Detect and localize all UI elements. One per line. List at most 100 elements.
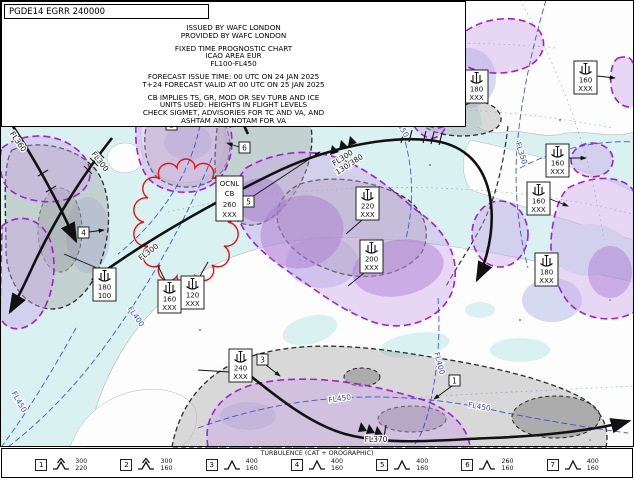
valid-time-line: T+24 FORECAST VALID AT 00 UTC ON 25 JAN … — [142, 79, 325, 89]
legend-base-level: 160 — [501, 465, 514, 472]
legend-top-level: 400 — [245, 458, 258, 465]
legend-base-level: 160 — [416, 465, 429, 472]
icing-area-east — [550, 177, 634, 320]
svg-text:160: 160 — [579, 77, 592, 85]
svg-text:180: 180 — [470, 86, 483, 94]
svg-text:XXX: XXX — [162, 304, 177, 312]
chart-header: PGDE14 EGRR 240000 ISSUED BY WAFC LONDON… — [1, 1, 466, 127]
turbulence-marker-5: 5 — [242, 195, 255, 208]
turbulence-marker-6: 6 — [238, 141, 251, 154]
severe-turbulence-icon — [53, 458, 70, 470]
svg-text:XXX: XXX — [222, 211, 237, 219]
svg-text:260: 260 — [223, 201, 236, 209]
svg-text:180: 180 — [98, 284, 111, 292]
svg-text:XXX: XXX — [360, 211, 375, 219]
chart-info-text: ISSUED BY WAFC LONDON PROVIDED BY WAFC L… — [2, 24, 465, 125]
legend-item-number: 6 — [461, 459, 474, 471]
check-note-line1: CHECK SIGMET, ADVISORIES FOR TC AND VA, … — [142, 108, 325, 118]
issue-time-line: FORECAST ISSUE TIME: 00 UTC ON 24 JAN 20… — [147, 71, 320, 81]
jet-label: FL370 — [365, 435, 388, 444]
legend-item-number: 5 — [376, 459, 389, 471]
issued-by-line: ISSUED BY WAFC LONDON — [186, 23, 281, 32]
legend-item-number: 7 — [546, 459, 559, 471]
jet-stream-main — [91, 137, 493, 283]
svg-text:OCNL: OCNL — [220, 180, 240, 188]
legend-top-level: 300 — [160, 458, 173, 465]
legend-top-level: 260 — [501, 458, 514, 465]
jet-stream-south — [242, 368, 632, 443]
legend-top-level: 400 — [586, 458, 599, 465]
turbulence-area-5-east — [276, 178, 427, 278]
jet-stream-fl360 — [4, 115, 78, 244]
chart-name-line: FIXED TIME PROGNOSTIC CHART — [174, 43, 293, 53]
svg-text:XXX: XXX — [550, 168, 565, 176]
legend-base-level: 160 — [586, 465, 599, 472]
turbulence-marker-3: 3 — [256, 353, 269, 366]
legend-top-level: 300 — [75, 458, 88, 465]
icing-area-south — [206, 378, 471, 448]
turbulence-core — [511, 395, 601, 439]
svg-text:XXX: XXX — [233, 373, 248, 381]
cb-note-line: CB IMPLIES TS, GR, MOD OR SEV TURB AND I… — [147, 92, 320, 102]
land-ireland — [106, 142, 144, 174]
svg-text:3: 3 — [260, 356, 265, 365]
moderate-turbulence-icon — [308, 459, 325, 470]
legend-item-5: 5 400 160 — [376, 458, 428, 472]
svg-text:XXX: XXX — [539, 277, 554, 285]
svg-text:160: 160 — [163, 296, 176, 304]
icing-area-central — [233, 151, 457, 327]
units-note-line: UNITS USED: HEIGHTS IN FLIGHT LEVELS — [159, 100, 308, 110]
svg-text:XXX: XXX — [185, 300, 200, 308]
area-line: ICAO AREA EUR — [205, 51, 262, 61]
legend-item-3: 3 400 160 — [205, 458, 258, 472]
turbulence-area-bottom — [171, 345, 608, 448]
svg-text:180: 180 — [540, 269, 553, 277]
svg-text:XXX: XXX — [469, 94, 484, 102]
moderate-turbulence-icon — [394, 459, 411, 470]
moderate-turbulence-icon — [564, 459, 581, 470]
legend-item-number: 2 — [120, 459, 133, 471]
cb-info-box: OCNL CB 260 XXX — [215, 175, 244, 222]
levels-line: FL100-FL450 — [210, 59, 257, 69]
legend-title: TURBULENCE (CAT + OROGRAPHIC) — [260, 450, 374, 457]
svg-text:1: 1 — [452, 377, 457, 386]
legend-item-number: 1 — [35, 459, 48, 471]
svg-text:240: 240 — [234, 365, 247, 373]
legend-item-2: 2 300 160 — [120, 458, 173, 472]
legend-item-number: 3 — [205, 459, 218, 471]
legend-item-7: 7 400 160 — [546, 458, 599, 472]
svg-text:5: 5 — [246, 198, 251, 207]
svg-text:160: 160 — [532, 198, 545, 206]
turbulence-marker-1: 1 — [448, 374, 461, 387]
svg-text:XXX: XXX — [531, 206, 546, 214]
legend-base-level: 220 — [75, 465, 88, 472]
legend-item-1: 1 300 220 — [35, 458, 87, 472]
land-continent — [85, 237, 634, 448]
svg-text:120: 120 — [186, 292, 199, 300]
jet-wind-ticks — [37, 129, 443, 438]
moderate-turbulence-icon — [479, 459, 496, 470]
legend-items: 1 300 220 2 300 160 3 400 160 4 400 160 5 40… — [2, 458, 632, 472]
bulletin-id: PGDE14 EGRR 240000 — [4, 4, 209, 19]
check-note-line2: ASHTAM AND NOTAM FOR VA — [181, 115, 286, 125]
svg-text:6: 6 — [242, 144, 247, 153]
legend-base-level: 160 — [330, 465, 343, 472]
provided-by-line: PROVIDED BY WAFC LONDON — [180, 30, 287, 40]
moderate-turbulence-icon — [223, 459, 240, 470]
svg-text:160: 160 — [551, 160, 564, 168]
legend-item-number: 4 — [290, 459, 303, 471]
legend-item-6: 6 260 160 — [461, 458, 514, 472]
legend-base-level: 160 — [160, 465, 173, 472]
cb-area-outline — [133, 158, 239, 286]
